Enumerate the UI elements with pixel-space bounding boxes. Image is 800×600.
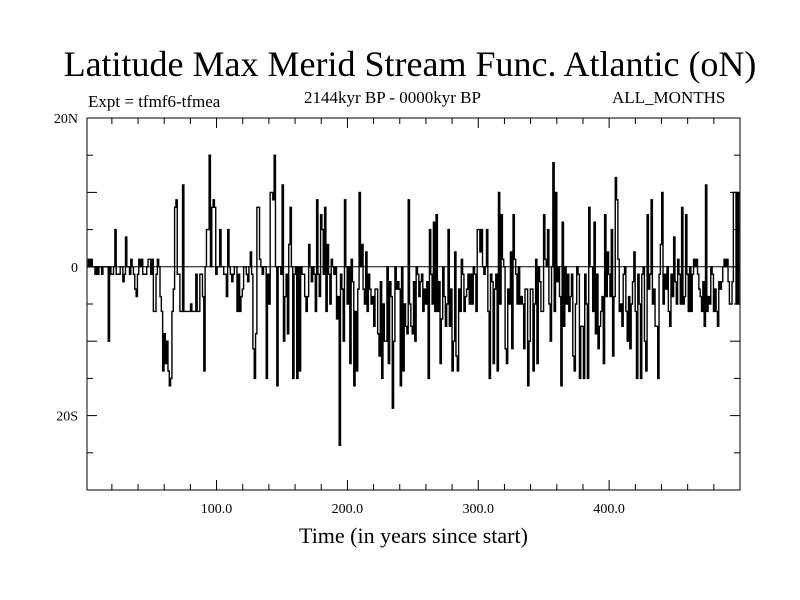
period-label: 2144kyr BP - 0000kyr BP (304, 88, 481, 107)
experiment-label: Expt = tfmf6-tfmea (88, 92, 221, 111)
y-tick-label: 0 (71, 261, 78, 276)
x-tick-label: 300.0 (463, 502, 495, 517)
y-tick-label: 20S (56, 410, 78, 425)
x-tick-label: 400.0 (593, 502, 625, 517)
x-tick-label: 100.0 (201, 502, 233, 517)
chart-title: Latitude Max Merid Stream Func. Atlantic… (63, 44, 757, 84)
x-axis-label: Time (in years since start) (299, 523, 528, 548)
x-tick-label: 200.0 (332, 502, 364, 517)
series-line (87, 154, 740, 447)
months-label: ALL_MONTHS (612, 88, 726, 107)
y-tick-label: 20N (54, 112, 78, 127)
